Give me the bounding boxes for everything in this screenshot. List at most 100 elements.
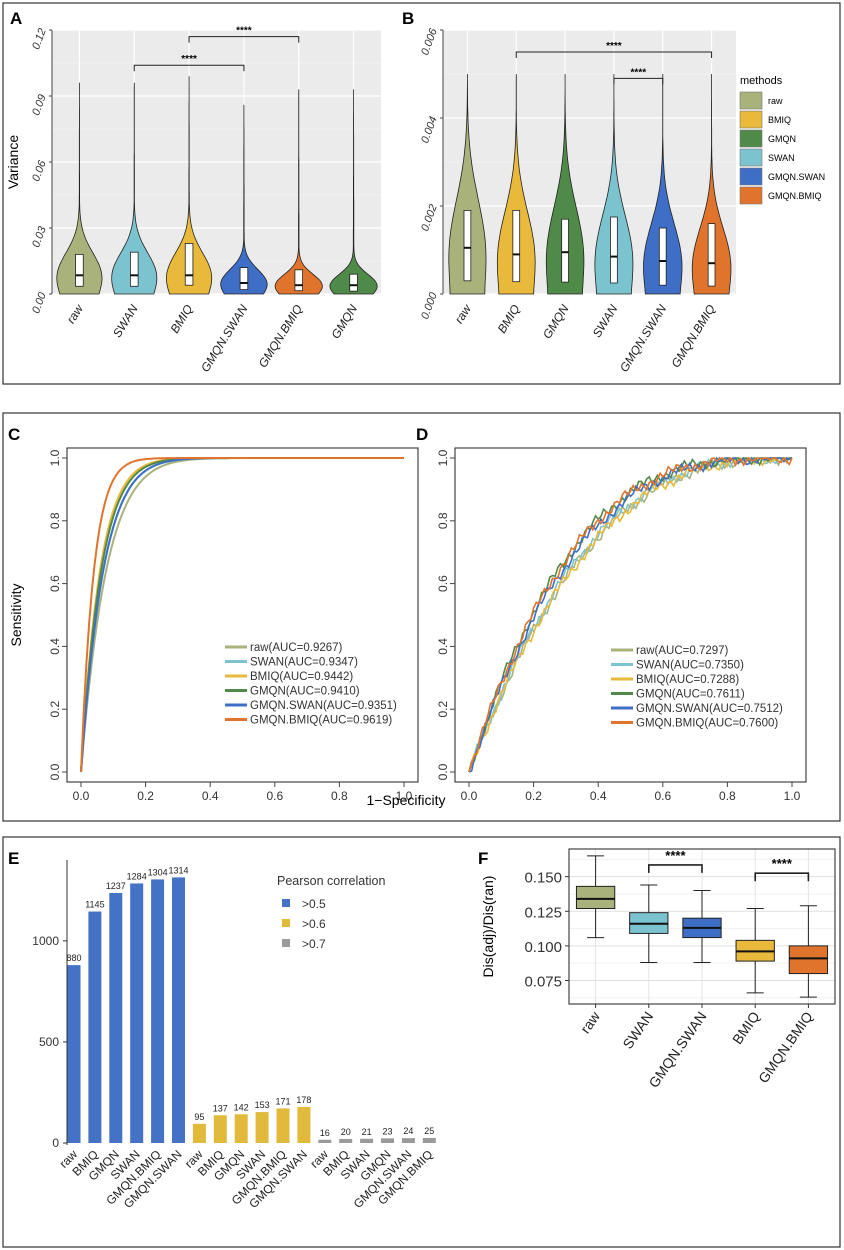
roc-curve-gmqn xyxy=(468,456,792,773)
frame-top xyxy=(2,2,841,385)
violin-gmqn-swan xyxy=(643,73,683,295)
legend-label-swan: SWAN(AUC=0.7350) xyxy=(636,660,744,672)
y-tick-label: 0.4 xyxy=(48,638,62,655)
legend-label-gmqn-swan: GMQN.SWAN xyxy=(768,172,825,182)
y-tick-label: 500 xyxy=(39,1035,59,1049)
legend-swatch-0-7 xyxy=(282,939,290,947)
x-tick-label: 0.4 xyxy=(590,789,607,803)
bar-value-label: 153 xyxy=(255,1100,270,1110)
legend-label-bmiq: BMIQ xyxy=(768,115,791,125)
x-tick-label: raw xyxy=(64,301,87,326)
significance-bracket xyxy=(133,64,245,72)
y-tick-label: 0.4 xyxy=(436,638,450,655)
legend-label-gmqn-bmiq: GMQN.BMIQ(AUC=0.9619) xyxy=(250,715,392,727)
bar-value-label: 1304 xyxy=(148,867,168,877)
box-swan xyxy=(130,251,139,287)
y-tick-label: 0.000 xyxy=(419,290,440,321)
y-tick-label: 0.0 xyxy=(436,763,450,780)
box-gmqn-swan xyxy=(658,227,667,286)
legend-label-bmiq: BMIQ(AUC=0.9442) xyxy=(250,671,353,683)
violin-gmqn xyxy=(329,89,378,295)
y-tick-label: 0.8 xyxy=(48,512,62,529)
y-tick-label: 0.06 xyxy=(30,158,49,183)
violin-gmqn-swan xyxy=(220,104,268,295)
bar-0-7-swan xyxy=(360,1138,374,1143)
bar-0-5-gmqn-swan xyxy=(172,877,185,1143)
bar-value-label: 1284 xyxy=(127,871,147,881)
x-tick-label: 0.0 xyxy=(461,789,478,803)
bar-0-7-bmiq xyxy=(339,1138,353,1143)
significance-label: **** xyxy=(665,848,686,863)
y-tick-label: 0.2 xyxy=(436,701,450,718)
bar-value-label: 1145 xyxy=(85,900,104,910)
x-tick-label: GMQN.BMIQ xyxy=(668,302,718,370)
x-tick-label: 0.8 xyxy=(331,789,348,803)
significance-bracket xyxy=(648,864,703,873)
panel-letter-f: F xyxy=(478,849,488,868)
legend-title: methods xyxy=(740,75,783,87)
x-tick-label: 0.0 xyxy=(73,789,90,803)
box-swan xyxy=(610,216,618,284)
y-tick-label: 0.2 xyxy=(48,701,62,718)
x-tick-label: 0.6 xyxy=(654,789,671,803)
bar-0-7-raw xyxy=(318,1139,332,1143)
bar-value-label: 95 xyxy=(194,1112,204,1122)
bar-0-6-gmqn xyxy=(234,1114,248,1143)
y-tick-label: 0 xyxy=(52,1136,59,1150)
x-tick-label: 0.2 xyxy=(525,789,542,803)
y-tick-label: 0.6 xyxy=(436,575,450,592)
bar-value-label: 24 xyxy=(403,1126,413,1136)
x-tick-label: raw xyxy=(452,301,475,326)
bar-value-label: 142 xyxy=(234,1102,249,1112)
x-tick-label: GMQN.SWAN xyxy=(198,302,251,375)
violin-bmiq xyxy=(165,76,213,295)
box-raw xyxy=(463,209,472,282)
bar-value-label: 21 xyxy=(362,1127,372,1137)
violin-raw xyxy=(448,74,487,295)
y-tick-label: 0.00 xyxy=(30,290,49,315)
bar-value-label: 20 xyxy=(341,1127,351,1137)
bar-0-6-swan xyxy=(255,1112,269,1143)
legend-label-gmqn-bmiq: GMQN.BMIQ xyxy=(768,191,822,201)
legend-swatch-raw xyxy=(739,91,763,110)
y-tick-label: 0.006 xyxy=(419,26,440,57)
x-tick-label: BMIQ xyxy=(495,302,523,335)
violin-gmqn xyxy=(545,74,585,295)
violin-swan xyxy=(111,82,158,295)
x-tick-label: BMIQ xyxy=(168,302,196,335)
x-tick-label: GMQN xyxy=(328,302,360,341)
x-tick-label: SWAN xyxy=(110,302,141,340)
bar-0-6-raw xyxy=(192,1123,206,1143)
violin-gmqn-bmiq xyxy=(691,74,732,295)
significance-bracket xyxy=(188,36,300,43)
box-raw xyxy=(575,885,616,910)
legend-swatch-0-5 xyxy=(282,899,290,907)
panel-d-roc-chart: 0.0 0.0 0.2 0.2 0.4 0.4 0.6 0.6 0.8 0.8 1.0 1.0 raw(… xyxy=(436,447,807,803)
legend-label-gmqn: GMQN(AUC=0.9410) xyxy=(250,686,360,698)
bar-value-label: 25 xyxy=(424,1126,434,1136)
legend-label: >0.7 xyxy=(302,937,326,951)
y-tick-label: 0.075 xyxy=(524,973,562,990)
legend-label-raw: raw(AUC=0.9267) xyxy=(250,642,343,654)
bar-0-6-gmqn-swan xyxy=(297,1107,311,1143)
violin-raw xyxy=(56,82,103,295)
bar-value-label: 137 xyxy=(213,1103,228,1113)
legend-label-swan: SWAN xyxy=(768,153,795,163)
bar-0-5-raw xyxy=(67,965,81,1143)
x-tick-label: GMQN.BMIQ xyxy=(755,1008,816,1085)
bar-0-6-gmqn-bmiq xyxy=(276,1108,290,1143)
panel-c-roc-chart: 0.0 0.0 0.2 0.2 0.4 0.4 0.6 0.6 0.8 0.8 1.0 1.0 raw(… xyxy=(8,447,445,808)
legend-title: Pearson correlation xyxy=(277,874,385,888)
y-tick-label: 0.004 xyxy=(419,115,440,145)
significance-label: **** xyxy=(606,41,622,52)
legend-label-gmqn-swan: GMQN.SWAN(AUC=0.7512) xyxy=(636,703,783,715)
legend-label-gmqn: GMQN xyxy=(768,134,796,144)
x-tick-label: GMQN.BMIQ xyxy=(256,302,306,370)
box-gmqn-bmiq xyxy=(788,945,829,975)
y-tick-label: 0.8 xyxy=(436,512,450,529)
legend-swatch-bmiq xyxy=(739,110,763,129)
legend-label: >0.6 xyxy=(302,917,326,931)
box-raw xyxy=(75,253,84,287)
y-axis-label: Variance xyxy=(5,135,21,189)
